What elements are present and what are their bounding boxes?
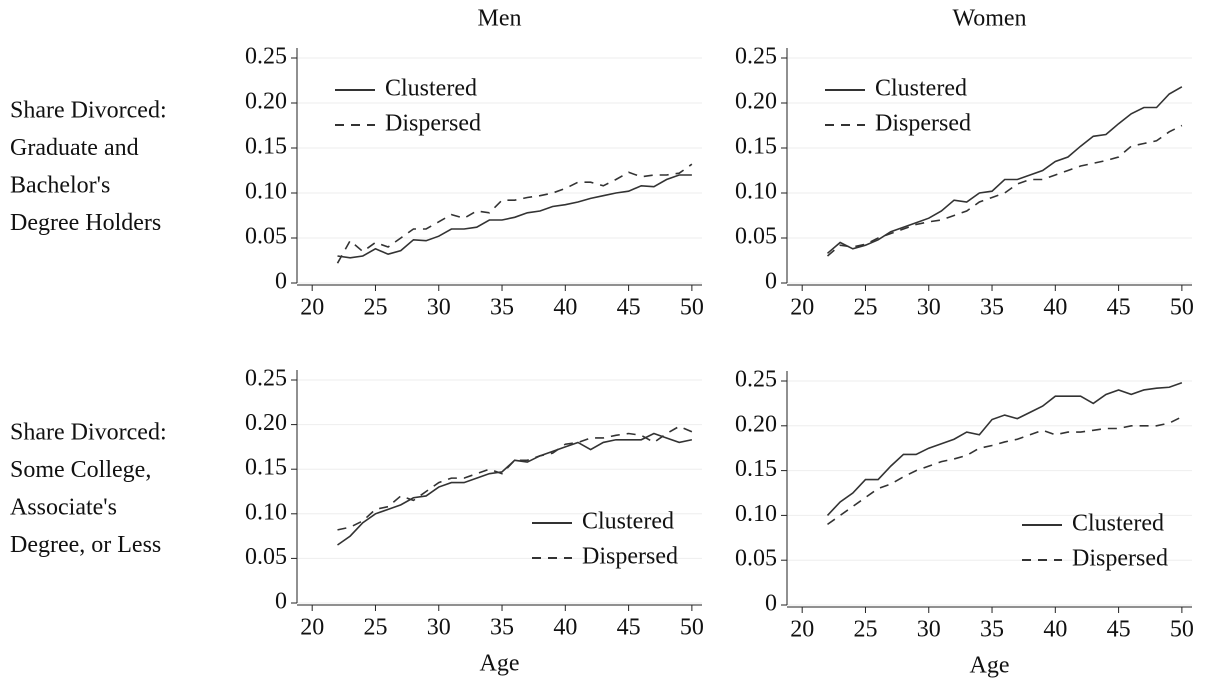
row-label: Share Divorced: (10, 420, 167, 446)
x-tick-label: 25 (853, 617, 877, 643)
panel-title: Men (478, 6, 522, 32)
series-line (826, 382, 1183, 516)
y-tick-label: 0.05 (245, 224, 287, 250)
x-tick-label: 50 (680, 295, 704, 321)
y-tick-label: 0.05 (245, 544, 287, 570)
legend-label: Dispersed (1072, 546, 1168, 572)
x-axis-label: Age (970, 653, 1010, 679)
x-tick-label: 25 (853, 295, 877, 321)
y-tick-label: 0.10 (735, 501, 777, 527)
y-tick-label: 0.15 (735, 456, 777, 482)
legend-label: Dispersed (582, 544, 678, 570)
series-line (337, 174, 692, 259)
x-tick-label: 45 (1107, 617, 1131, 643)
series-line (336, 163, 693, 264)
x-tick-label: 40 (553, 615, 577, 641)
x-tick-label: 45 (1107, 295, 1131, 321)
x-tick-label: 30 (427, 295, 451, 321)
x-tick-label: 30 (427, 615, 451, 641)
x-tick-label: 30 (917, 617, 941, 643)
x-tick-label: 35 (980, 617, 1004, 643)
y-tick-label: 0.15 (735, 134, 777, 160)
series-line (826, 124, 1183, 257)
series-line (337, 425, 693, 531)
x-tick-label: 40 (1043, 295, 1067, 321)
row-label: Associate's (10, 495, 117, 521)
series-line (337, 432, 693, 546)
y-tick-label: 0 (765, 591, 777, 617)
x-tick-label: 45 (617, 295, 641, 321)
row-label: Some College, (10, 457, 151, 483)
y-tick-label: 0.25 (245, 366, 287, 392)
legend-label: Clustered (385, 76, 477, 102)
x-tick-label: 35 (490, 615, 514, 641)
row-label: Share Divorced: (10, 98, 167, 124)
x-tick-label: 20 (790, 295, 814, 321)
y-tick-label: 0 (275, 269, 287, 295)
x-tick-label: 20 (300, 615, 324, 641)
y-tick-label: 0.25 (245, 44, 287, 70)
x-tick-label: 35 (490, 295, 514, 321)
row-label: Graduate and (10, 135, 139, 161)
y-tick-label: 0.20 (245, 89, 287, 115)
x-tick-label: 20 (300, 295, 324, 321)
y-tick-label: 0.20 (735, 89, 777, 115)
x-tick-label: 25 (363, 295, 387, 321)
row-label: Degree, or Less (10, 532, 161, 558)
y-tick-label: 0.20 (735, 411, 777, 437)
x-tick-label: 45 (617, 615, 641, 641)
y-tick-label: 0.20 (245, 410, 287, 436)
legend-label: Dispersed (385, 111, 481, 137)
y-tick-label: 0.25 (735, 44, 777, 70)
x-tick-label: 40 (553, 295, 577, 321)
y-tick-label: 0.15 (245, 455, 287, 481)
row-label: Bachelor's (10, 173, 110, 199)
x-tick-label: 30 (917, 295, 941, 321)
y-tick-label: 0.05 (735, 546, 777, 572)
x-tick-label: 40 (1043, 617, 1067, 643)
legend-label: Clustered (875, 76, 967, 102)
y-tick-label: 0.10 (735, 179, 777, 205)
y-tick-label: 0 (275, 589, 287, 615)
row-label: Degree Holders (10, 210, 161, 236)
panel-title: Women (952, 6, 1026, 32)
series-line (827, 416, 1183, 526)
x-tick-label: 50 (1170, 617, 1194, 643)
y-tick-label: 0 (765, 269, 777, 295)
y-tick-label: 0.25 (735, 367, 777, 393)
legend-label: Clustered (1072, 511, 1164, 537)
x-axis-label: Age (480, 651, 520, 677)
x-tick-label: 20 (790, 617, 814, 643)
y-tick-label: 0.10 (245, 179, 287, 205)
x-tick-label: 35 (980, 295, 1004, 321)
x-tick-label: 25 (363, 615, 387, 641)
legend-label: Dispersed (875, 111, 971, 137)
legend-label: Clustered (582, 509, 674, 535)
y-tick-label: 0.10 (245, 499, 287, 525)
x-tick-label: 50 (1170, 295, 1194, 321)
x-tick-label: 50 (680, 615, 704, 641)
y-tick-label: 0.15 (245, 134, 287, 160)
y-tick-label: 0.05 (735, 224, 777, 250)
